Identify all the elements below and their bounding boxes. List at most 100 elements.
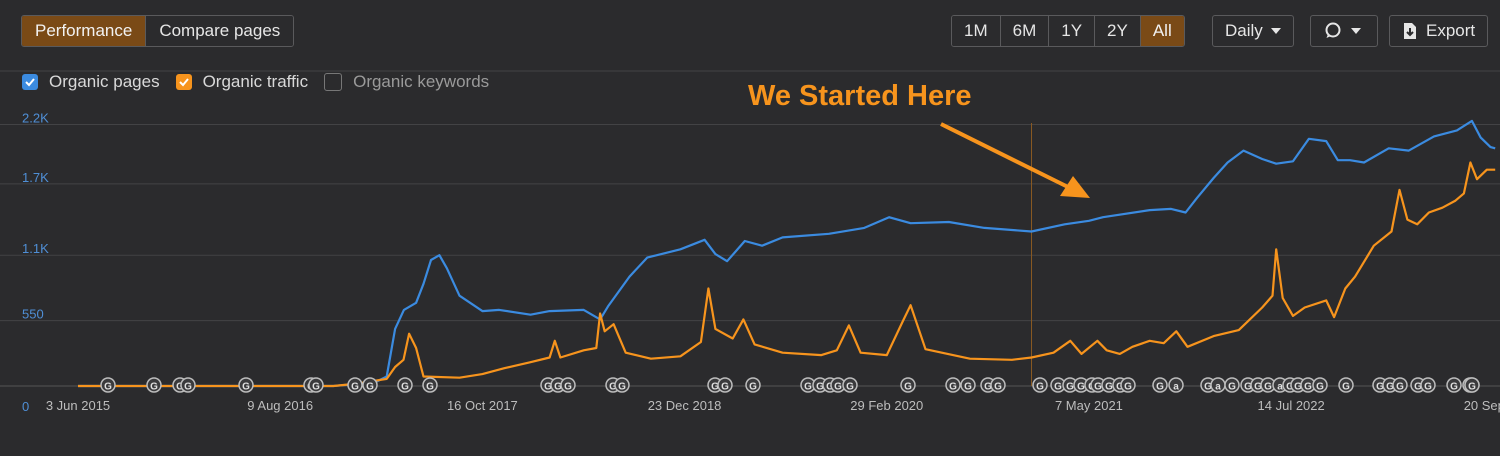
event-marker-circle <box>100 377 116 393</box>
event-marker: G <box>1446 377 1462 393</box>
event-marker-label: G <box>711 382 719 393</box>
range-1y-button[interactable]: 1Y <box>1049 16 1096 46</box>
event-marker-label: G <box>1066 382 1074 393</box>
export-label: Export <box>1426 21 1476 40</box>
tab-performance[interactable]: Performance <box>22 16 147 46</box>
event-marker-label: a <box>1173 382 1179 393</box>
export-button[interactable]: Export <box>1389 15 1489 47</box>
event-marker-label: G <box>150 382 158 393</box>
interval-dropdown[interactable]: Daily <box>1212 15 1294 47</box>
y-tick-label: 0 <box>22 399 29 414</box>
event-marker: G <box>422 377 438 393</box>
event-marker-label: G <box>1414 382 1422 393</box>
event-marker: G <box>397 377 413 393</box>
event-marker: G <box>1312 377 1328 393</box>
event-marker-label: G <box>1342 382 1350 393</box>
event-marker-label: G <box>609 382 617 393</box>
annotations-dropdown[interactable] <box>1310 15 1378 47</box>
event-marker-label: G <box>176 382 184 393</box>
event-marker-circle <box>1120 377 1136 393</box>
event-marker-label: G <box>618 382 626 393</box>
x-tick-label: 14 Jul 2022 <box>1258 398 1325 413</box>
event-marker-label: a <box>1277 382 1283 393</box>
range-2y-button[interactable]: 2Y <box>1095 16 1141 46</box>
event-marker-label: G <box>1294 382 1302 393</box>
comment-icon <box>1325 22 1341 38</box>
x-tick-label: 3 Jun 2015 <box>46 398 110 413</box>
event-marker-label: G <box>426 382 434 393</box>
event-marker-circle <box>180 377 196 393</box>
event-marker-circle <box>1392 377 1408 393</box>
series-line-organic-pages <box>78 119 1496 388</box>
event-marker-label: G <box>1156 382 1164 393</box>
legend-organic-traffic[interactable]: Organic traffic <box>175 72 309 92</box>
event-marker-circle <box>1446 377 1462 393</box>
event-marker-label: a <box>1215 382 1221 393</box>
event-marker-label: G <box>1077 382 1085 393</box>
event-marker-label: G <box>994 382 1002 393</box>
annotation-text: We Started Here <box>748 80 972 112</box>
x-tick-label: 16 Oct 2017 <box>447 398 518 413</box>
event-marker-circle <box>238 377 254 393</box>
chart-legend: Organic pages Organic traffic Organic ke… <box>22 72 505 92</box>
event-marker: G <box>1224 377 1240 393</box>
event-marker-label: G <box>1264 382 1272 393</box>
event-marker-label: G <box>1450 382 1458 393</box>
event-marker-circle <box>362 377 378 393</box>
tab-compare-pages[interactable]: Compare pages <box>146 16 294 46</box>
event-marker-label: G <box>1468 382 1476 393</box>
event-marker-label: G <box>1286 382 1294 393</box>
y-tick-label: 2.2K <box>22 110 49 125</box>
event-marker-label: G <box>1424 382 1432 393</box>
legend-organic-keywords[interactable]: Organic keywords <box>324 72 489 92</box>
event-marker-circle <box>1420 377 1436 393</box>
event-marker-label: G <box>104 382 112 393</box>
event-marker: G <box>560 377 576 393</box>
chevron-down-icon <box>1351 28 1361 34</box>
event-marker-label: G <box>1228 382 1236 393</box>
event-marker-circle <box>945 377 961 393</box>
event-marker-label: G <box>1386 382 1394 393</box>
event-marker-circle <box>842 377 858 393</box>
interval-label: Daily <box>1225 21 1263 40</box>
event-marker-label: G <box>184 382 192 393</box>
event-marker-label: G <box>1094 382 1102 393</box>
event-marker-label: G <box>1116 382 1124 393</box>
legend-label: Organic traffic <box>202 72 309 91</box>
legend-organic-pages[interactable]: Organic pages <box>22 72 160 92</box>
event-marker-circle <box>347 377 363 393</box>
event-marker-label: G <box>964 382 972 393</box>
event-marker-circle <box>717 377 733 393</box>
event-marker: G <box>1392 377 1408 393</box>
event-marker-label: G <box>1376 382 1384 393</box>
event-marker: G <box>842 377 858 393</box>
y-tick-label: 550 <box>22 307 44 322</box>
checkbox-checked-icon <box>22 74 38 90</box>
event-marker: G <box>238 377 254 393</box>
checkbox-checked-icon <box>175 74 192 90</box>
event-marker: G <box>900 377 916 393</box>
date-range-selector: 1M 6M 1Y 2Y All <box>951 15 1185 47</box>
y-tick-label: 1.7K <box>22 170 49 185</box>
event-marker: G <box>960 377 976 393</box>
range-6m-button[interactable]: 6M <box>1000 16 1050 46</box>
annotation-arrow <box>940 122 1071 190</box>
event-marker: G <box>745 377 761 393</box>
event-marker-circle <box>1312 377 1328 393</box>
event-marker-label: G <box>1054 382 1062 393</box>
event-marker-label: G <box>242 382 250 393</box>
event-marker: G <box>347 377 363 393</box>
event-marker-circle <box>308 377 324 393</box>
event-marker-circle <box>1168 377 1184 393</box>
range-all-button[interactable]: All <box>1140 16 1184 46</box>
event-marker-label: G <box>401 382 409 393</box>
event-marker-label: G <box>816 382 824 393</box>
event-marker-circle <box>422 377 438 393</box>
view-tabs: Performance Compare pages <box>21 15 295 47</box>
event-marker-label: G <box>949 382 957 393</box>
event-marker-label: G <box>544 382 552 393</box>
event-marker-label: G <box>904 382 912 393</box>
range-1m-button[interactable]: 1M <box>952 16 1001 46</box>
event-marker: G <box>1338 377 1354 393</box>
event-marker-label: G <box>984 382 992 393</box>
